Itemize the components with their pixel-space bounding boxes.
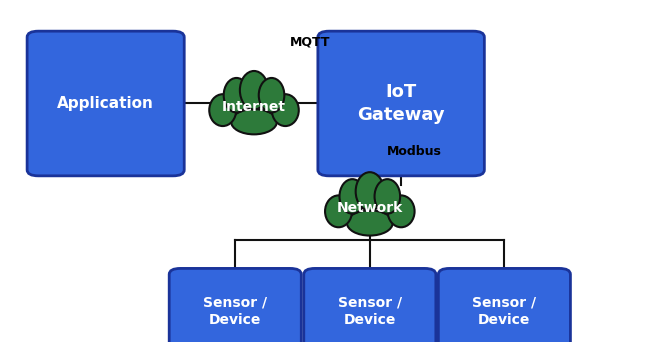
FancyBboxPatch shape <box>438 268 570 353</box>
Text: Sensor /
Device: Sensor / Device <box>472 295 537 327</box>
FancyBboxPatch shape <box>318 31 484 176</box>
Text: Application: Application <box>57 96 154 111</box>
Ellipse shape <box>231 109 277 134</box>
Text: IoT
Gateway: IoT Gateway <box>357 83 445 124</box>
Ellipse shape <box>272 94 299 126</box>
Ellipse shape <box>209 94 236 126</box>
Ellipse shape <box>259 78 284 113</box>
Text: Sensor /
Device: Sensor / Device <box>338 295 402 327</box>
Ellipse shape <box>388 196 415 227</box>
FancyBboxPatch shape <box>170 268 301 353</box>
Text: Network: Network <box>336 201 403 215</box>
Text: Internet: Internet <box>222 100 286 114</box>
Ellipse shape <box>374 179 400 214</box>
Text: Modbus: Modbus <box>387 145 442 158</box>
Ellipse shape <box>224 78 249 113</box>
Ellipse shape <box>340 179 365 214</box>
Ellipse shape <box>325 196 352 227</box>
FancyBboxPatch shape <box>304 268 436 353</box>
Ellipse shape <box>356 172 384 211</box>
Ellipse shape <box>240 71 268 109</box>
Text: Sensor /
Device: Sensor / Device <box>203 295 267 327</box>
Text: MQTT: MQTT <box>289 36 330 49</box>
FancyBboxPatch shape <box>27 31 185 176</box>
Ellipse shape <box>347 210 393 235</box>
